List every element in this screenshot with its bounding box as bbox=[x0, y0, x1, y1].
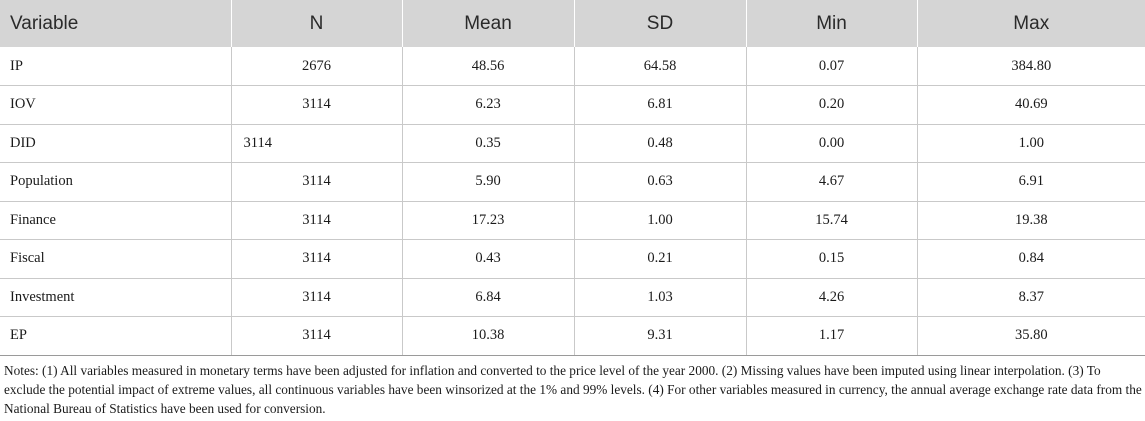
cell-min: 1.17 bbox=[745, 316, 917, 356]
cell-mean: 6.23 bbox=[401, 85, 574, 125]
cell-n: 3114 bbox=[230, 278, 402, 317]
cell-mean: 0.43 bbox=[401, 239, 574, 279]
cell-sd: 0.63 bbox=[573, 162, 746, 202]
cell-max: 19.38 bbox=[916, 201, 1145, 240]
cell-n: 3114 bbox=[230, 201, 402, 240]
header-mean: Mean bbox=[401, 0, 574, 47]
cell-variable: Investment bbox=[0, 278, 231, 317]
cell-sd: 0.21 bbox=[573, 239, 746, 279]
cell-sd: 6.81 bbox=[573, 85, 746, 125]
table-row: Population 3114 5.90 0.63 4.67 6.91 bbox=[0, 162, 1145, 202]
table-row: DID 3114 0.35 0.48 0.00 1.00 bbox=[0, 124, 1145, 163]
cell-mean: 17.23 bbox=[401, 201, 574, 240]
cell-variable: IOV bbox=[0, 85, 231, 125]
cell-n: 2676 bbox=[230, 47, 402, 86]
cell-n: 3114 bbox=[230, 85, 402, 125]
cell-variable: Population bbox=[0, 162, 231, 202]
table-body: IP 2676 48.56 64.58 0.07 384.80 IOV 3114… bbox=[0, 47, 1145, 356]
cell-min: 0.07 bbox=[745, 47, 917, 86]
table-row: Fiscal 3114 0.43 0.21 0.15 0.84 bbox=[0, 239, 1145, 279]
header-min: Min bbox=[745, 0, 917, 47]
header-max: Max bbox=[916, 0, 1145, 47]
table-row: Investment 3114 6.84 1.03 4.26 8.37 bbox=[0, 278, 1145, 317]
cell-max: 6.91 bbox=[916, 162, 1145, 202]
cell-min: 0.00 bbox=[745, 124, 917, 163]
cell-mean: 0.35 bbox=[401, 124, 574, 163]
cell-sd: 1.03 bbox=[573, 278, 746, 317]
header-sd: SD bbox=[573, 0, 746, 47]
cell-min: 4.67 bbox=[745, 162, 917, 202]
cell-mean: 10.38 bbox=[401, 316, 574, 356]
cell-sd: 0.48 bbox=[573, 124, 746, 163]
table-row: EP 3114 10.38 9.31 1.17 35.80 bbox=[0, 316, 1145, 356]
table-row: Finance 3114 17.23 1.00 15.74 19.38 bbox=[0, 201, 1145, 240]
cell-n: 3114 bbox=[230, 162, 402, 202]
cell-variable: IP bbox=[0, 47, 231, 86]
cell-n: 3114 bbox=[230, 124, 402, 163]
header-variable: Variable bbox=[10, 12, 79, 34]
cell-mean: 6.84 bbox=[401, 278, 574, 317]
cell-min: 0.20 bbox=[745, 85, 917, 125]
table-header: Variable N Mean SD Min Max bbox=[0, 0, 1145, 47]
header-row: Variable N Mean SD Min Max bbox=[0, 0, 1145, 47]
table-row: IOV 3114 6.23 6.81 0.20 40.69 bbox=[0, 85, 1145, 125]
cell-variable: EP bbox=[0, 316, 231, 356]
table-notes: Notes: (1) All variables measured in mon… bbox=[4, 363, 1142, 416]
cell-min: 0.15 bbox=[745, 239, 917, 279]
cell-sd: 9.31 bbox=[573, 316, 746, 356]
cell-max: 0.84 bbox=[916, 239, 1145, 279]
cell-variable: DID bbox=[0, 124, 231, 163]
table-row: IP 2676 48.56 64.58 0.07 384.80 bbox=[0, 47, 1145, 86]
descriptive-statistics-table: Variable N Mean SD Min Max IP 2676 48.56… bbox=[0, 0, 1145, 356]
cell-max: 40.69 bbox=[916, 85, 1145, 125]
cell-n: 3114 bbox=[230, 239, 402, 279]
cell-mean: 48.56 bbox=[401, 47, 574, 86]
cell-mean: 5.90 bbox=[401, 162, 574, 202]
cell-variable: Fiscal bbox=[0, 239, 231, 279]
cell-max: 1.00 bbox=[916, 124, 1145, 163]
header-n: N bbox=[230, 0, 402, 47]
cell-max: 8.37 bbox=[916, 278, 1145, 317]
cell-variable: Finance bbox=[0, 201, 231, 240]
cell-sd: 64.58 bbox=[573, 47, 746, 86]
cell-sd: 1.00 bbox=[573, 201, 746, 240]
cell-max: 35.80 bbox=[916, 316, 1145, 356]
cell-n: 3114 bbox=[230, 316, 402, 356]
cell-min: 15.74 bbox=[745, 201, 917, 240]
cell-min: 4.26 bbox=[745, 278, 917, 317]
cell-max: 384.80 bbox=[916, 47, 1145, 86]
